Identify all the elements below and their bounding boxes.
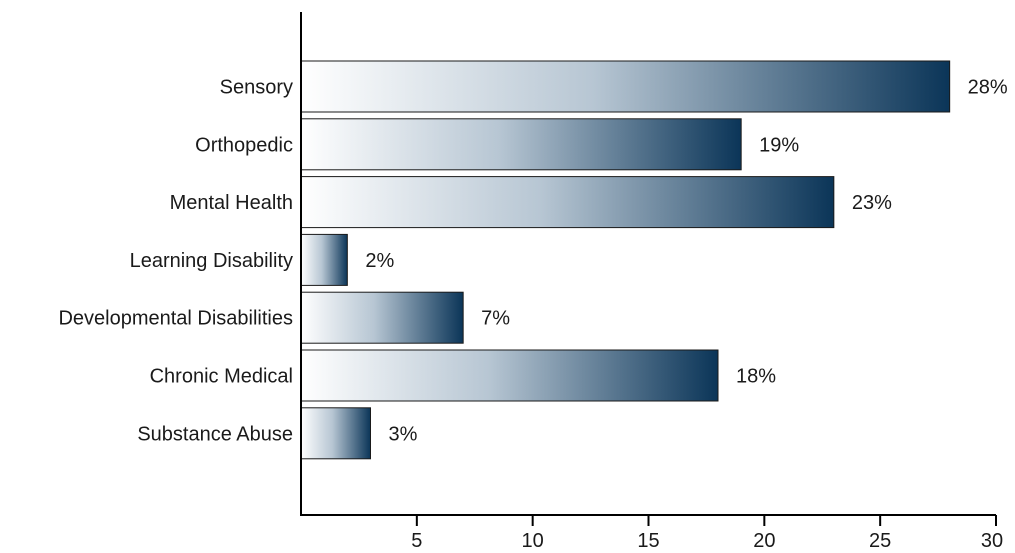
value-label: 7% [481,308,510,330]
value-label: 23% [852,192,892,214]
value-label: 3% [389,423,418,445]
x-tick-label: 5 [411,530,422,552]
bar-learning-disability [300,233,348,286]
x-tick-label: 15 [637,530,659,552]
value-labels: 28% 19% 23% 2% 7% 18% 3% [365,77,1008,446]
bar-orthopedic [300,118,742,171]
x-tick-label: 30 [981,530,1003,552]
value-label: 19% [759,134,799,156]
bar-substance-abuse [300,407,371,460]
category-label: Orthopedic [195,134,293,156]
bar-mental-health [300,176,835,229]
x-axis-ticks: 5 10 15 20 25 30 [411,515,1003,552]
category-label: Mental Health [170,192,293,214]
category-label: Developmental Disabilities [58,308,293,330]
bar-chronic-medical [300,349,719,402]
value-label: 28% [968,77,1008,99]
category-label: Substance Abuse [137,423,293,445]
x-tick-label: 10 [522,530,544,552]
category-label: Sensory [220,77,293,99]
value-label: 18% [736,366,776,388]
bar-developmental-disabilities [300,291,464,344]
category-labels: Sensory Orthopedic Mental Health Learning D… [58,77,293,446]
category-label: Chronic Medical [150,366,293,388]
x-tick-label: 20 [753,530,775,552]
bars [300,60,951,460]
bar-sensory [300,60,951,113]
x-tick-label: 25 [869,530,891,552]
category-label: Learning Disability [130,250,293,272]
value-label: 2% [365,250,394,272]
